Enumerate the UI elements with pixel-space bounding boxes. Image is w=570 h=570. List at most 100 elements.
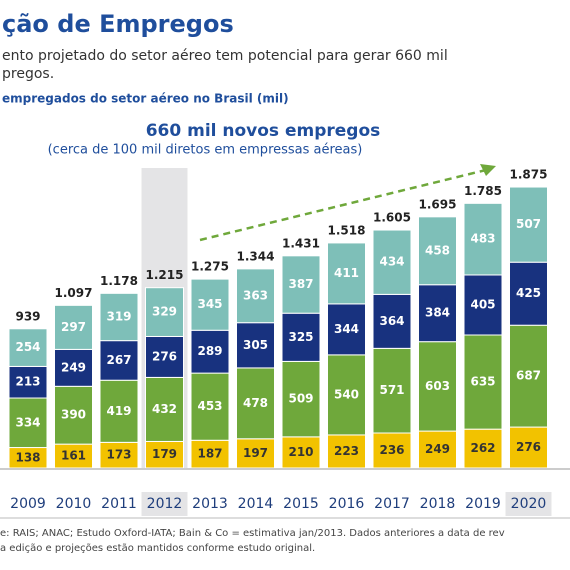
x-tick-label: 2018 bbox=[420, 496, 456, 512]
x-tick-label: 2011 bbox=[101, 496, 137, 512]
bar-segment bbox=[54, 304, 93, 350]
total-label: 1.695 bbox=[419, 197, 457, 211]
bar-segment bbox=[509, 324, 548, 428]
x-tick-label: 2009 bbox=[10, 496, 46, 512]
bar-segment bbox=[99, 340, 139, 381]
bar-segment bbox=[236, 367, 275, 440]
bar-segment bbox=[327, 303, 366, 356]
segment-label: 635 bbox=[470, 375, 495, 389]
bar-segment bbox=[236, 438, 275, 469]
segment-label: 197 bbox=[243, 446, 268, 460]
title: ção de Empregos bbox=[2, 10, 234, 38]
x-tick-label: 2014 bbox=[238, 496, 274, 512]
x-tick-label: 2020 bbox=[511, 496, 547, 512]
total-label: 1.875 bbox=[510, 168, 548, 182]
bar-segment bbox=[509, 186, 548, 263]
bar-segment bbox=[509, 261, 548, 326]
bar-segment bbox=[418, 216, 457, 286]
bar-segment bbox=[463, 334, 503, 430]
segment-label: 419 bbox=[106, 404, 131, 418]
label-box bbox=[141, 492, 188, 516]
footnote: a edição e projeções estão mantidos conf… bbox=[0, 543, 315, 554]
label-box bbox=[505, 492, 552, 516]
trend-arrow bbox=[199, 168, 487, 242]
bar-segment bbox=[418, 430, 457, 469]
bar-segment bbox=[145, 287, 184, 337]
bar-segment bbox=[236, 268, 275, 324]
plot: 138 334 213 254 939 2009 161 390 249 297 1.097 2010… bbox=[0, 168, 570, 516]
total-label: 1.785 bbox=[464, 184, 502, 198]
bar-segment bbox=[372, 347, 412, 434]
segment-label: 305 bbox=[243, 338, 268, 352]
bar-segment bbox=[99, 292, 139, 342]
segment-label: 509 bbox=[288, 392, 313, 406]
bar-segment bbox=[281, 255, 321, 314]
segment-label: 249 bbox=[425, 442, 450, 456]
total-label: 1.097 bbox=[55, 286, 93, 300]
x-tick-label: 2016 bbox=[329, 496, 365, 512]
total-label: 1.344 bbox=[237, 249, 275, 263]
total-label: 1.275 bbox=[191, 260, 229, 274]
segment-label: 329 bbox=[152, 305, 177, 319]
bar-segment bbox=[99, 441, 139, 469]
total-label: 939 bbox=[15, 309, 40, 323]
segment-label: 364 bbox=[379, 314, 404, 328]
segment-label: 319 bbox=[106, 309, 131, 323]
bar-segment bbox=[372, 432, 412, 469]
annotation: 660 mil novos empregos bbox=[146, 121, 381, 141]
segment-label: 384 bbox=[425, 306, 450, 320]
segment-label: 138 bbox=[15, 450, 40, 464]
segment-label: 363 bbox=[243, 288, 268, 302]
chart-label: empregados do setor aéreo no Brasil (mil… bbox=[2, 92, 289, 106]
x-tick-label: 2010 bbox=[56, 496, 92, 512]
bar-segment bbox=[54, 385, 93, 445]
segment-label: 210 bbox=[288, 445, 313, 459]
segment-label: 507 bbox=[516, 217, 541, 231]
segment-label: 236 bbox=[379, 443, 404, 457]
segment-label: 411 bbox=[334, 266, 359, 280]
segment-label: 173 bbox=[106, 448, 131, 462]
segment-label: 267 bbox=[106, 353, 131, 367]
segment-label: 387 bbox=[288, 277, 313, 291]
segment-label: 289 bbox=[197, 344, 222, 358]
bar-segment bbox=[509, 426, 548, 469]
bar-segment bbox=[8, 328, 48, 367]
segment-label: 325 bbox=[288, 330, 313, 344]
segment-label: 334 bbox=[15, 415, 40, 429]
segment-label: 453 bbox=[197, 399, 222, 413]
subtitle: pregos. bbox=[2, 66, 54, 82]
segment-label: 458 bbox=[425, 243, 450, 257]
segment-label: 483 bbox=[470, 232, 495, 246]
total-label: 1.178 bbox=[100, 274, 138, 288]
bar-segment bbox=[236, 322, 275, 369]
segment-label: 249 bbox=[61, 360, 86, 374]
segment-label: 478 bbox=[243, 396, 268, 410]
x-tick-label: 2017 bbox=[374, 496, 410, 512]
x-tick-label: 2019 bbox=[465, 496, 501, 512]
segment-label: 161 bbox=[61, 449, 86, 463]
bar-segment bbox=[190, 329, 230, 374]
segment-label: 262 bbox=[470, 441, 495, 455]
segment-label: 345 bbox=[197, 297, 222, 311]
bar-segment bbox=[190, 372, 230, 441]
segment-label: 179 bbox=[152, 447, 177, 461]
segment-label: 276 bbox=[152, 349, 177, 363]
total-label: 1.431 bbox=[282, 236, 320, 250]
segment-label: 390 bbox=[61, 408, 86, 422]
segment-label: 687 bbox=[516, 369, 541, 383]
bar-segment bbox=[372, 229, 412, 295]
subtitle: ento projetado do setor aéreo tem potenc… bbox=[2, 48, 448, 64]
bar-segment bbox=[99, 379, 139, 443]
x-tick-label: 2015 bbox=[283, 496, 319, 512]
segment-label: 223 bbox=[334, 444, 359, 458]
segment-label: 432 bbox=[152, 402, 177, 416]
segment-label: 254 bbox=[15, 340, 40, 354]
bar-segment bbox=[327, 354, 366, 436]
x-tick-label: 2013 bbox=[192, 496, 228, 512]
arrow-head bbox=[480, 164, 496, 176]
segment-label: 603 bbox=[425, 379, 450, 393]
segment-label: 540 bbox=[334, 387, 359, 401]
total-label: 1.518 bbox=[328, 223, 366, 237]
bar-segment bbox=[281, 436, 321, 469]
